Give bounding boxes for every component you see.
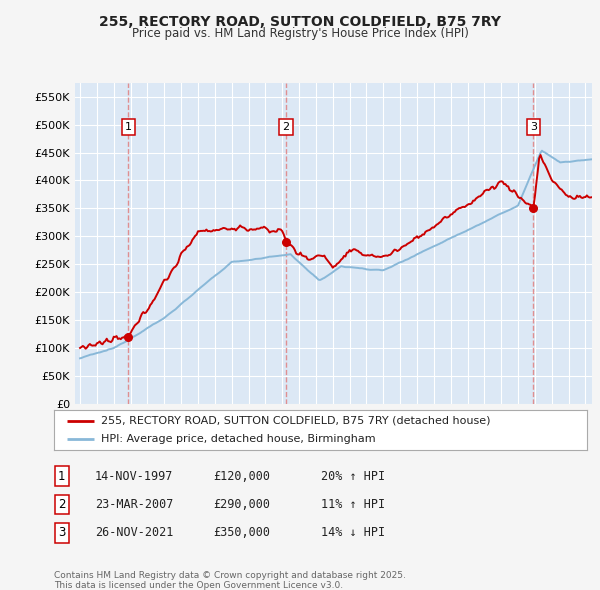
Text: 1: 1 [125,122,132,132]
Text: 3: 3 [530,122,537,132]
Text: 3: 3 [58,526,65,539]
Text: £290,000: £290,000 [213,498,270,511]
Text: Price paid vs. HM Land Registry's House Price Index (HPI): Price paid vs. HM Land Registry's House … [131,27,469,40]
Text: 2: 2 [283,122,289,132]
Text: 14-NOV-1997: 14-NOV-1997 [95,470,173,483]
Text: 23-MAR-2007: 23-MAR-2007 [95,498,173,511]
Text: 20% ↑ HPI: 20% ↑ HPI [321,470,385,483]
Text: 255, RECTORY ROAD, SUTTON COLDFIELD, B75 7RY: 255, RECTORY ROAD, SUTTON COLDFIELD, B75… [99,15,501,30]
Text: £120,000: £120,000 [213,470,270,483]
Text: 26-NOV-2021: 26-NOV-2021 [95,526,173,539]
Text: 1: 1 [58,470,65,483]
Text: HPI: Average price, detached house, Birmingham: HPI: Average price, detached house, Birm… [101,434,376,444]
Text: 255, RECTORY ROAD, SUTTON COLDFIELD, B75 7RY (detached house): 255, RECTORY ROAD, SUTTON COLDFIELD, B75… [101,416,490,426]
Text: 14% ↓ HPI: 14% ↓ HPI [321,526,385,539]
Text: £350,000: £350,000 [213,526,270,539]
Text: 2: 2 [58,498,65,511]
Text: 11% ↑ HPI: 11% ↑ HPI [321,498,385,511]
Text: Contains HM Land Registry data © Crown copyright and database right 2025.
This d: Contains HM Land Registry data © Crown c… [54,571,406,590]
